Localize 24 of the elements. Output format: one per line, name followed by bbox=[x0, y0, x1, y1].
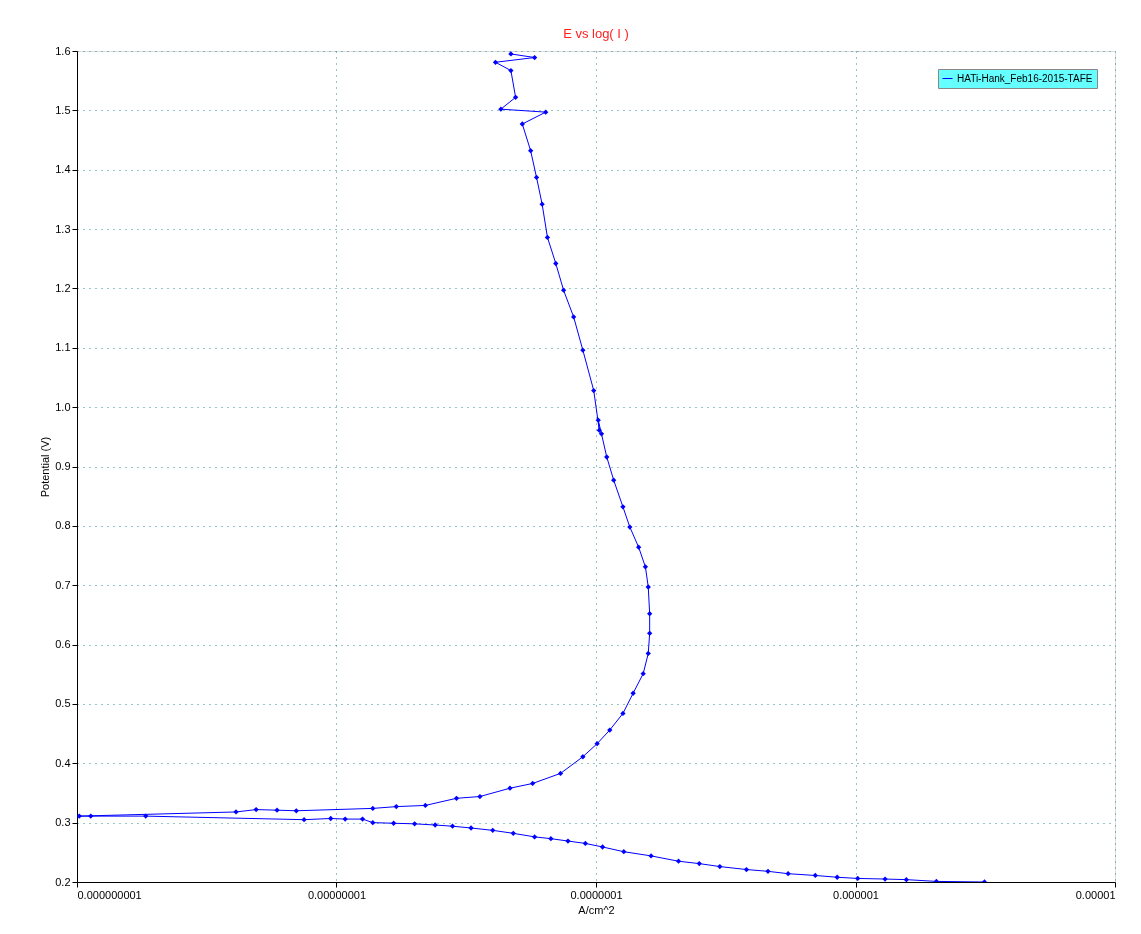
y-tick-label: 0.7 bbox=[55, 578, 71, 591]
chart-title: E vs log( I ) bbox=[563, 26, 629, 41]
x-tick-label: 0.000000001 bbox=[77, 888, 142, 901]
y-tick-label: 1.2 bbox=[55, 281, 71, 294]
x-tick-label: 0.00000001 bbox=[307, 888, 367, 901]
y-tick-label: 0.8 bbox=[55, 519, 71, 532]
y-tick-label: 0.5 bbox=[55, 697, 71, 710]
legend-label: HATi-Hank_Feb16-2015-TAFE bbox=[957, 72, 1093, 84]
x-tick-label: 0.0000001 bbox=[570, 888, 623, 901]
y-tick-label: 0.9 bbox=[55, 460, 71, 472]
y-tick-label: 0.3 bbox=[55, 816, 71, 829]
y-tick-label: 1.0 bbox=[55, 400, 71, 413]
y-tick-label: 1.1 bbox=[55, 341, 71, 354]
y-tick-label: 0.2 bbox=[55, 875, 71, 888]
y-tick-label: 1.6 bbox=[55, 44, 71, 57]
y-tick-label: 1.4 bbox=[55, 163, 71, 176]
x-axis-title: A/cm^2 bbox=[578, 903, 615, 916]
y-tick-label: 0.4 bbox=[55, 756, 71, 769]
y-tick-label: 1.3 bbox=[55, 222, 71, 235]
x-tick-label: 0.000001 bbox=[833, 888, 879, 901]
y-tick-label: 1.5 bbox=[55, 103, 71, 116]
y-tick-label: 0.6 bbox=[55, 638, 71, 651]
x-tick-label: 0.00001 bbox=[1075, 888, 1116, 901]
y-axis-title: Potential (V) bbox=[39, 436, 52, 498]
